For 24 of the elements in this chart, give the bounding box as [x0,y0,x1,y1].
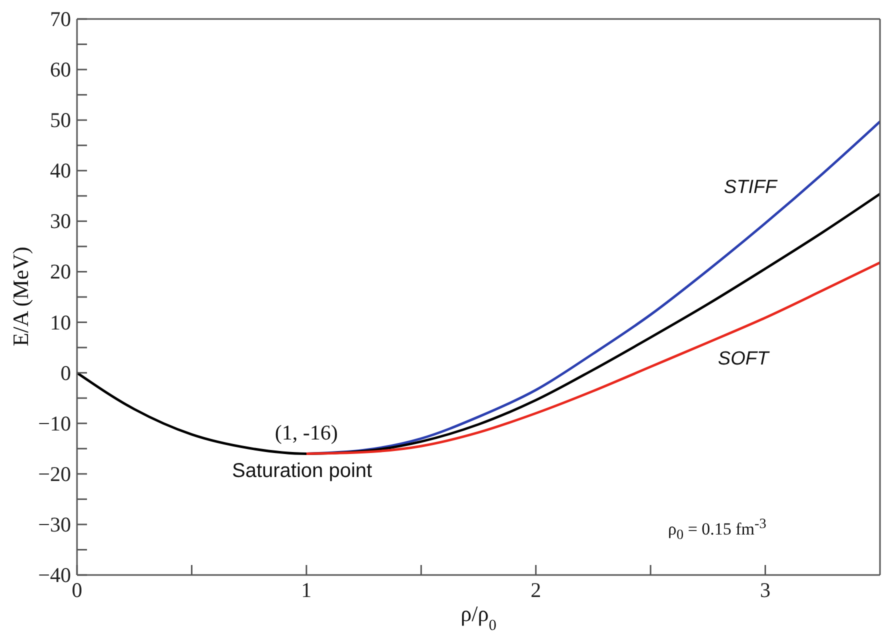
series-label: SOFT [718,348,770,370]
y-tick-label: 30 [50,209,71,234]
y-tick-label: 50 [50,108,71,132]
y-tick-label: 70 [50,7,71,31]
y-tick-label: −20 [38,462,71,486]
y-tick-label: 20 [50,260,71,284]
x-tick-label: 2 [530,578,542,602]
annotation: Saturation point [232,460,372,483]
y-axis-title: E/A (MeV) [8,246,33,346]
y-tick-label: −10 [38,411,71,436]
y-tick-label: 10 [50,310,71,334]
series-label: STIFF [724,177,778,198]
annotation: ρ$_{0}$ = 0.15 fm$^{-3}$ [668,516,766,544]
line-series [77,192,880,455]
y-tick-label: 0 [60,360,71,385]
x-tick-label: 3 [760,578,771,602]
x-tick-label: 1 [301,578,312,602]
x-axis-title: ρ/ρ$_{0}$ [460,601,497,633]
y-tick-label: 60 [50,58,71,82]
y-tick-label: −30 [38,512,71,536]
line-series [305,261,880,455]
y-tick-label: 40 [50,158,71,183]
y-tick-label: −40 [38,563,71,587]
annotation: (1, -16) [274,420,338,445]
